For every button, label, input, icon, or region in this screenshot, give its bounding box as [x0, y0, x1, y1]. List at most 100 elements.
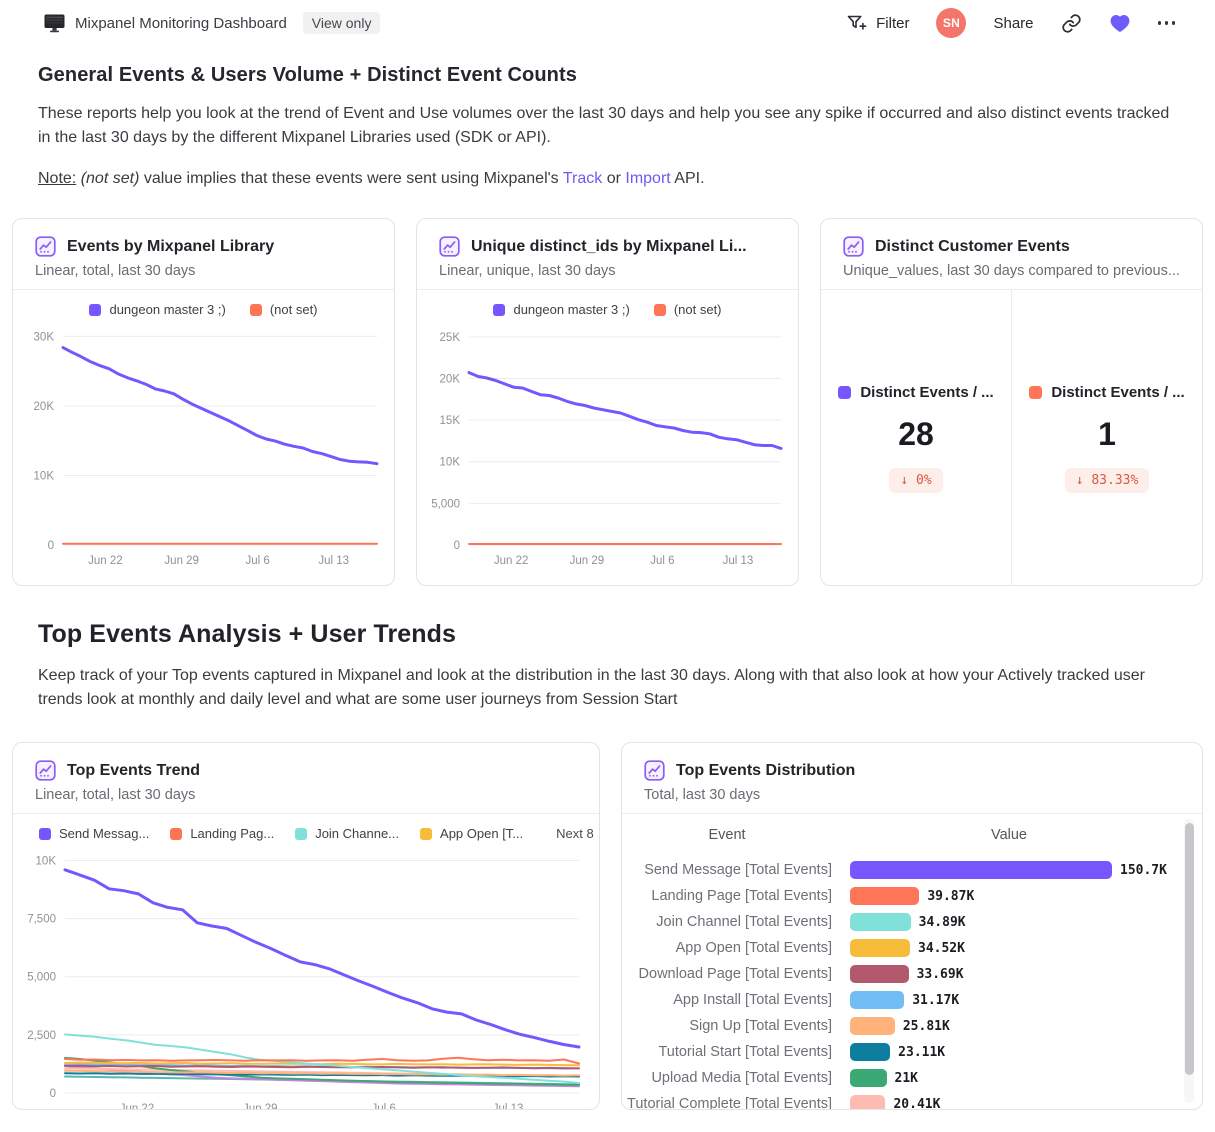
- distribution-row[interactable]: App Open [Total Events] 34.52K: [622, 935, 1202, 961]
- legend-item[interactable]: Landing Pag...: [170, 826, 274, 841]
- card-title[interactable]: Top Events Trend: [67, 761, 201, 779]
- distribution-bar[interactable]: [850, 913, 911, 931]
- legend-swatch: [295, 827, 308, 840]
- filter-label: Filter: [876, 14, 910, 32]
- avatar[interactable]: SN: [936, 8, 967, 38]
- svg-text:Jun 22: Jun 22: [120, 1103, 155, 1110]
- distribution-bar[interactable]: [850, 965, 909, 983]
- legend-item[interactable]: dungeon master 3 ;): [89, 302, 226, 317]
- note-or: or: [606, 170, 621, 187]
- distribution-value: 25.81K: [902, 1018, 950, 1034]
- track-link[interactable]: Track: [562, 170, 603, 187]
- legend-item[interactable]: dungeon master 3 ;): [493, 302, 630, 317]
- note-label: Note:: [38, 170, 77, 187]
- card-subtitle: Unique_values, last 30 days compared to …: [843, 263, 1180, 279]
- copy-link-icon[interactable]: [1061, 13, 1082, 34]
- top-events-trend-chart[interactable]: 0 2,500 5,000 7,500 10K Jun 22 Jun 29 Jul 6 Jul …: [13, 843, 599, 1110]
- svg-text:Jul 6: Jul 6: [372, 1103, 396, 1110]
- distribution-bar-cell: 21K: [850, 1069, 1202, 1087]
- distribution-event-label: Download Page [Total Events]: [638, 966, 832, 982]
- svg-text:Jun 29: Jun 29: [570, 555, 605, 567]
- import-link[interactable]: Import: [625, 170, 671, 187]
- card-title[interactable]: Top Events Distribution: [676, 761, 856, 779]
- favorite-heart-icon[interactable]: [1109, 13, 1131, 33]
- line-chart-svg[interactable]: 0 5,000 10K 15K 20K 25K Jun 22 Jun 29 Jul 6 Jul 1…: [423, 319, 793, 571]
- divider: [13, 289, 394, 290]
- card-events-by-library: Events by Mixpanel Library Linear, total…: [12, 218, 395, 586]
- distribution-row[interactable]: Send Message [Total Events] 150.7K: [622, 857, 1202, 883]
- legend-item[interactable]: (not set): [249, 302, 318, 317]
- svg-text:5,000: 5,000: [27, 972, 56, 984]
- legend-item[interactable]: Send Messag...: [39, 826, 149, 841]
- legend: Send Messag... Landing Pag... Join Channe.…: [13, 826, 599, 841]
- report-chart-icon: [35, 760, 56, 781]
- line-chart-svg[interactable]: 0 10K 20K 30K Jun 22 Jun 29 Jul 6 Jul 13: [19, 319, 389, 571]
- svg-text:10K: 10K: [34, 470, 55, 482]
- legend-swatch: [838, 385, 852, 399]
- metric-label-text: Distinct Events / ...: [1051, 383, 1185, 401]
- legend-more[interactable]: Next 8: [556, 826, 594, 841]
- metric-label-text: Distinct Events / ...: [860, 383, 994, 401]
- line-chart-svg[interactable]: 0 2,500 5,000 7,500 10K Jun 22 Jun 29 Jul 6 Jul …: [19, 843, 591, 1110]
- card-title[interactable]: Events by Mixpanel Library: [67, 237, 275, 255]
- metric-delta-badge: ↓ 0%: [889, 467, 943, 493]
- column-header-value[interactable]: Value: [990, 827, 1027, 843]
- distribution-bar[interactable]: [850, 1043, 891, 1061]
- scrollbar-thumb[interactable]: [1184, 823, 1194, 1075]
- legend-label: (not set): [673, 302, 722, 317]
- unique-ids-chart[interactable]: 0 5,000 10K 15K 20K 25K Jun 22 Jun 29 Jul 6 Jul 1…: [417, 319, 798, 576]
- distribution-row[interactable]: Tutorial Complete [Total Events] 20.41K: [622, 1091, 1202, 1110]
- divider: [417, 289, 798, 290]
- view-only-badge: View only: [302, 12, 381, 34]
- svg-text:Jul 13: Jul 13: [493, 1103, 524, 1110]
- distribution-row[interactable]: Upload Media [Total Events] 21K: [622, 1065, 1202, 1091]
- distribution-bar[interactable]: [850, 887, 920, 905]
- svg-text:Jun 29: Jun 29: [243, 1103, 278, 1110]
- svg-text:Jul 6: Jul 6: [650, 555, 674, 567]
- distribution-bar[interactable]: [850, 991, 905, 1009]
- distribution-event-label: Sign Up [Total Events]: [689, 1018, 832, 1034]
- legend-swatch: [89, 303, 102, 316]
- distribution-row[interactable]: Sign Up [Total Events] 25.81K: [622, 1013, 1202, 1039]
- share-button[interactable]: Share: [993, 15, 1033, 32]
- card-unique-distinct-ids: Unique distinct_ids by Mixpanel Li... Li…: [416, 218, 799, 586]
- distribution-row[interactable]: Landing Page [Total Events] 39.87K: [622, 883, 1202, 909]
- legend-item[interactable]: App Open [T...: [420, 826, 523, 841]
- card-title[interactable]: Unique distinct_ids by Mixpanel Li...: [471, 237, 747, 255]
- legend-item[interactable]: Join Channe...: [295, 826, 399, 841]
- card-subtitle: Linear, unique, last 30 days: [439, 263, 616, 279]
- card-title[interactable]: Distinct Customer Events: [875, 237, 1070, 255]
- distribution-row[interactable]: Download Page [Total Events] 33.69K: [622, 961, 1202, 987]
- distribution-event-label: Tutorial Start [Total Events]: [658, 1044, 832, 1060]
- svg-text:Jun 22: Jun 22: [494, 555, 529, 567]
- filter-button[interactable]: Filter: [847, 15, 909, 32]
- metric-value: 28: [898, 415, 934, 452]
- legend-item[interactable]: (not set): [653, 302, 722, 317]
- more-options-button[interactable]: [1157, 21, 1175, 25]
- distribution-bar[interactable]: [850, 861, 1112, 879]
- section-body-general-events: These reports help you look at the trend…: [38, 105, 1170, 146]
- scrollbar-track[interactable]: [1184, 819, 1194, 1103]
- distribution-row[interactable]: Tutorial Start [Total Events] 23.11K: [622, 1039, 1202, 1065]
- events-by-library-chart[interactable]: 0 10K 20K 30K Jun 22 Jun 29 Jul 6 Jul 13: [13, 319, 394, 576]
- distribution-row[interactable]: Join Channel [Total Events] 34.89K: [622, 909, 1202, 935]
- note-not-set: (not set): [80, 170, 140, 187]
- distribution-bar-cell: 23.11K: [850, 1043, 1202, 1061]
- metric-label: Distinct Events / ...: [1029, 383, 1185, 401]
- distribution-value: 34.89K: [918, 914, 966, 930]
- metric-delta-badge: ↓ 83.33%: [1064, 467, 1150, 493]
- distribution-bar[interactable]: [850, 1017, 895, 1035]
- distribution-bar[interactable]: [850, 939, 910, 957]
- distribution-value: 20.41K: [893, 1096, 941, 1110]
- distribution-bar[interactable]: [850, 1095, 886, 1109]
- distribution-row[interactable]: App Install [Total Events] 31.17K: [622, 987, 1202, 1013]
- legend: dungeon master 3 ;) (not set): [13, 302, 394, 317]
- column-header-event[interactable]: Event: [708, 827, 746, 843]
- svg-text:10K: 10K: [36, 855, 57, 867]
- svg-text:15K: 15K: [440, 415, 461, 427]
- legend-swatch: [39, 827, 51, 840]
- svg-text:Jun 29: Jun 29: [164, 555, 199, 567]
- monitor-icon: [44, 14, 65, 33]
- divider: [13, 813, 599, 814]
- distribution-bar[interactable]: [850, 1069, 887, 1087]
